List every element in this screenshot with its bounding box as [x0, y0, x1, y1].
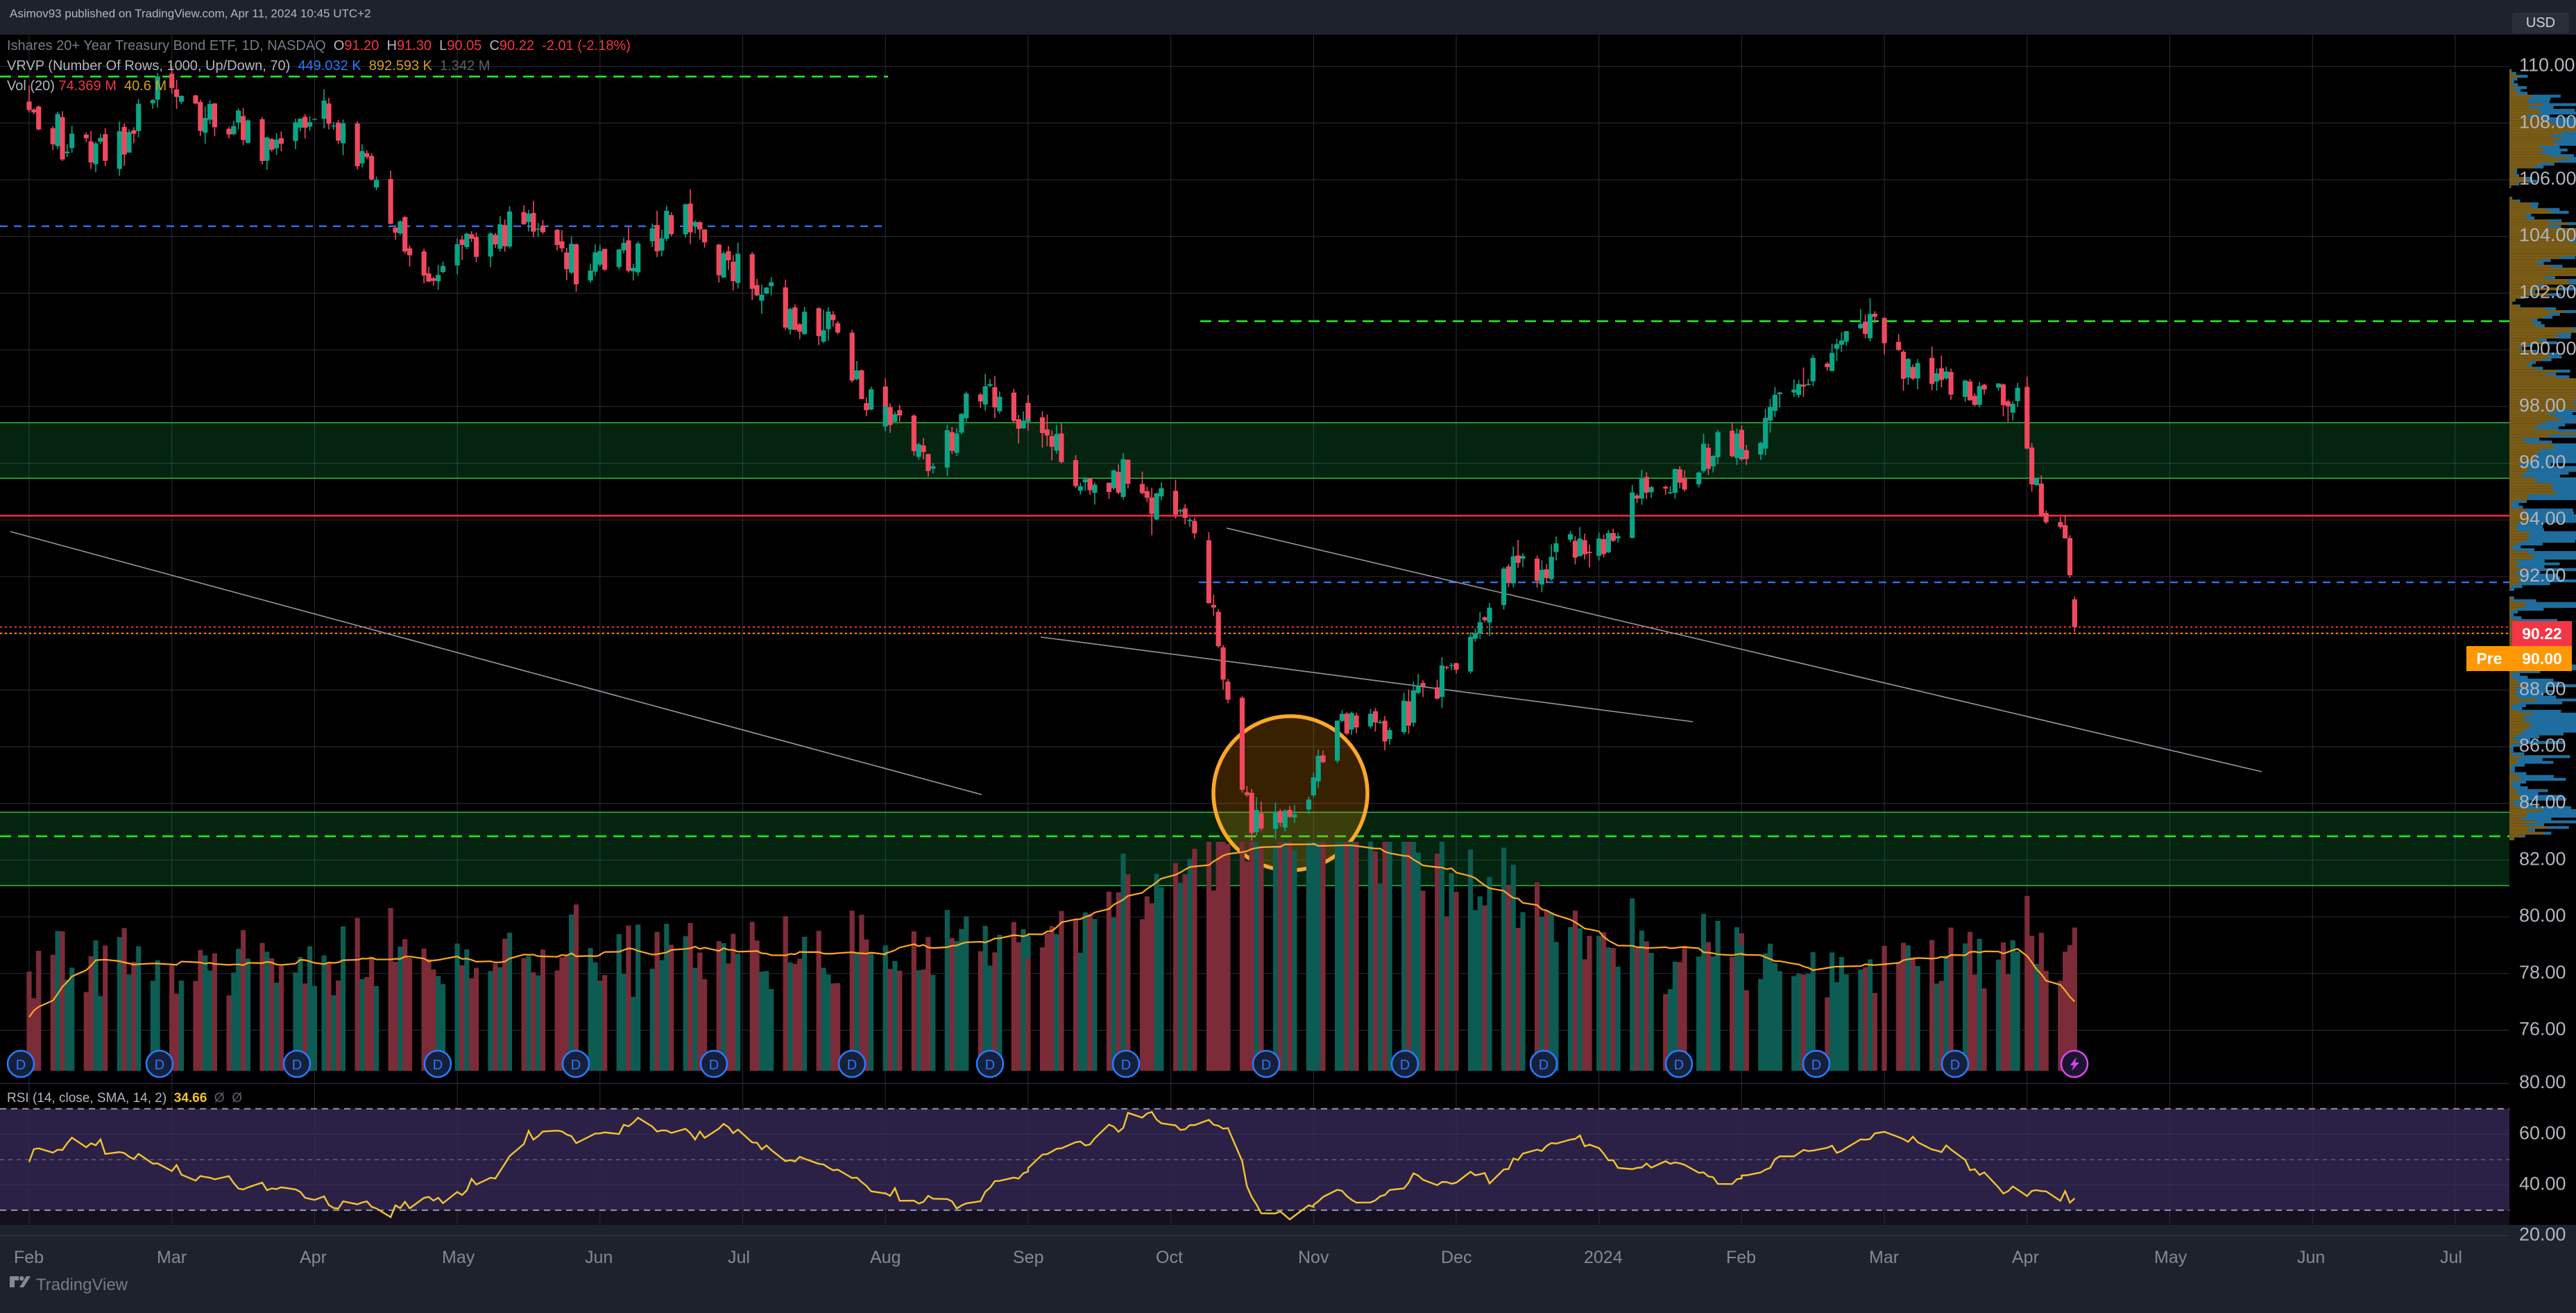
svg-text:60.00: 60.00 — [2519, 1122, 2566, 1143]
svg-text:D: D — [985, 1058, 995, 1073]
svg-text:D: D — [1674, 1058, 1684, 1073]
svg-text:94.00: 94.00 — [2519, 508, 2566, 529]
svg-text:D: D — [1400, 1058, 1410, 1073]
svg-text:110.00: 110.00 — [2519, 55, 2575, 76]
svg-text:96.00: 96.00 — [2519, 452, 2566, 473]
svg-text:84.00: 84.00 — [2519, 792, 2566, 813]
svg-text:D: D — [16, 1058, 26, 1073]
svg-text:D: D — [709, 1058, 719, 1073]
svg-text:106.00: 106.00 — [2519, 168, 2576, 189]
svg-text:78.00: 78.00 — [2519, 962, 2566, 983]
svg-text:D: D — [847, 1058, 857, 1073]
svg-text:82.00: 82.00 — [2519, 848, 2566, 869]
svg-text:80.00: 80.00 — [2519, 1071, 2566, 1092]
svg-text:100.00: 100.00 — [2519, 338, 2576, 359]
svg-text:104.00: 104.00 — [2519, 225, 2576, 246]
svg-text:D: D — [155, 1058, 164, 1073]
svg-text:D: D — [1121, 1058, 1131, 1073]
svg-text:86.00: 86.00 — [2519, 735, 2566, 756]
svg-text:D: D — [292, 1058, 302, 1073]
svg-text:D: D — [433, 1058, 443, 1073]
svg-text:102.00: 102.00 — [2519, 281, 2576, 302]
svg-text:76.00: 76.00 — [2519, 1019, 2566, 1040]
svg-text:D: D — [571, 1058, 581, 1073]
svg-text:20.00: 20.00 — [2519, 1224, 2566, 1245]
svg-text:88.00: 88.00 — [2519, 678, 2566, 699]
svg-text:40.00: 40.00 — [2519, 1173, 2566, 1194]
svg-text:D: D — [1811, 1058, 1821, 1073]
svg-text:80.00: 80.00 — [2519, 905, 2566, 926]
svg-text:98.00: 98.00 — [2519, 395, 2566, 416]
svg-text:D: D — [1261, 1058, 1271, 1073]
svg-text:92.00: 92.00 — [2519, 565, 2566, 586]
svg-text:D: D — [1950, 1058, 1960, 1073]
svg-text:D: D — [1539, 1058, 1549, 1073]
svg-text:108.00: 108.00 — [2519, 111, 2576, 132]
